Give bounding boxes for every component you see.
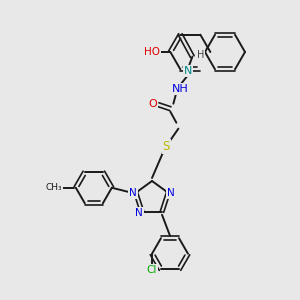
- Text: N: N: [167, 188, 175, 198]
- Text: CH₃: CH₃: [46, 183, 62, 192]
- Text: O: O: [148, 99, 157, 109]
- Text: S: S: [163, 140, 170, 153]
- Text: N: N: [135, 208, 143, 218]
- Text: H: H: [197, 50, 204, 60]
- Text: N: N: [129, 188, 137, 198]
- Text: NH: NH: [172, 84, 189, 94]
- Text: HO: HO: [144, 47, 160, 57]
- Text: N: N: [184, 66, 193, 76]
- Text: Cl: Cl: [147, 265, 157, 275]
